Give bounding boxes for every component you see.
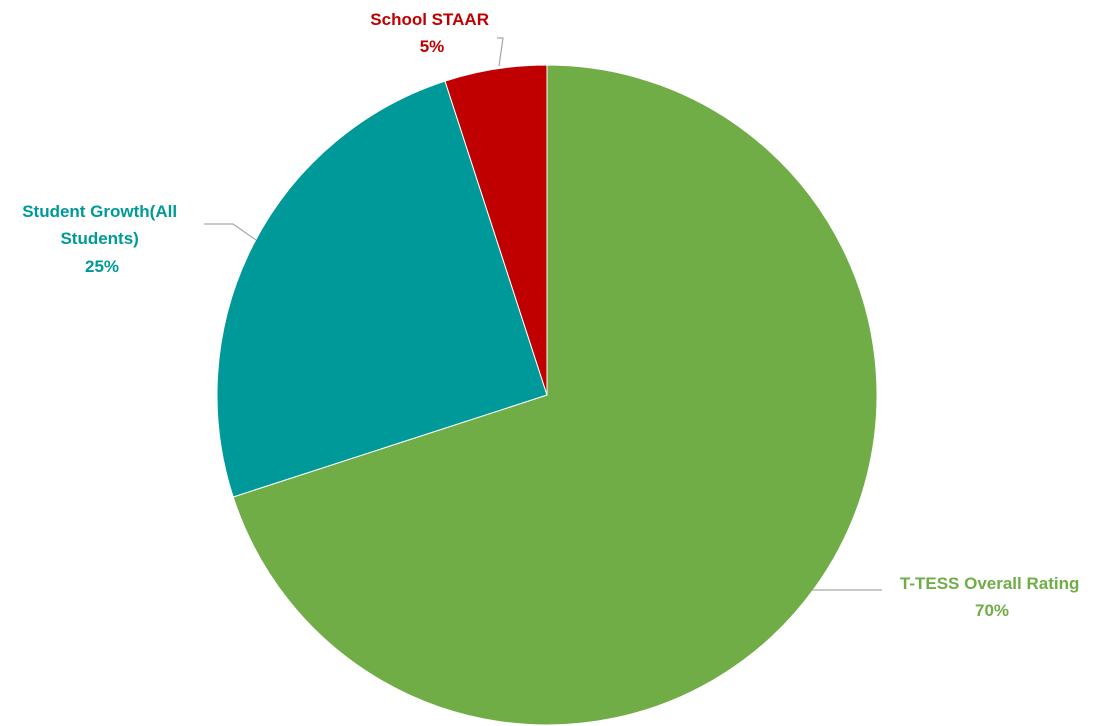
data-label-t-tess-percent: 70% — [975, 601, 1009, 620]
data-label-student-growth-name-line2: Students) — [60, 229, 138, 248]
pie-slices — [216, 64, 878, 726]
data-label-student-growth-percent: 25% — [85, 257, 119, 276]
leader-lines — [204, 37, 882, 591]
pie-slice-t-tess — [232, 64, 878, 726]
leader-line-student-growth — [204, 223, 257, 241]
pie-slice-student-growth — [216, 80, 548, 498]
data-label-student-growth-name-line1: Student Growth(All — [22, 202, 177, 221]
data-label-student-growth: Student Growth(All Students) 25% — [22, 202, 182, 276]
data-label-school-staar: School STAAR 5% — [370, 10, 493, 56]
data-label-t-tess: T-TESS Overall Rating 70% — [900, 574, 1084, 620]
data-label-school-staar-name: School STAAR — [370, 10, 489, 29]
pie-slice-school-staar — [444, 64, 548, 396]
data-labels: T-TESS Overall Rating 70% Student Growth… — [22, 10, 1084, 620]
leader-line-school-staar — [497, 37, 504, 67]
data-label-school-staar-percent: 5% — [420, 37, 445, 56]
data-label-t-tess-name: T-TESS Overall Rating — [900, 574, 1080, 593]
